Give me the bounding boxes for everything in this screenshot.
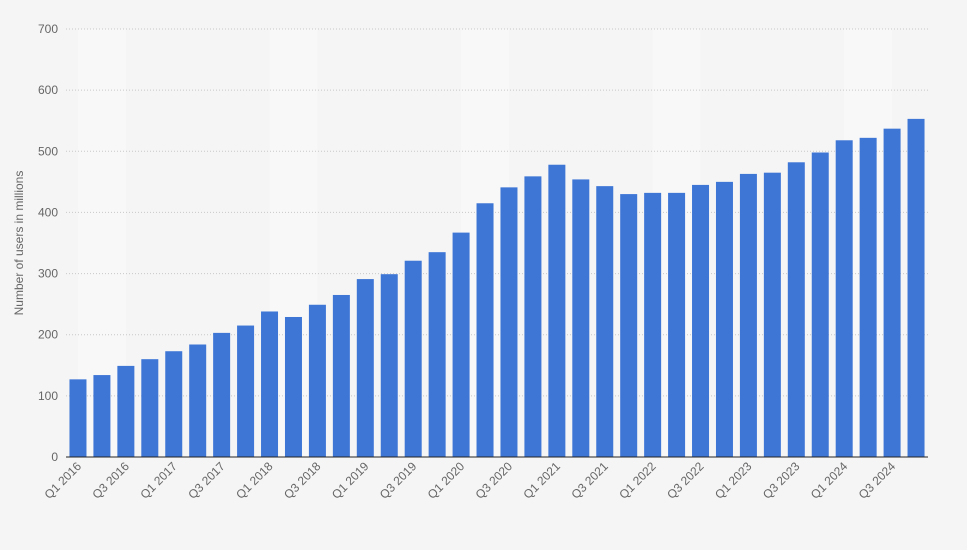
bar[interactable] bbox=[428, 252, 446, 457]
bar[interactable] bbox=[787, 162, 805, 457]
bar[interactable] bbox=[404, 260, 422, 457]
x-tick-label: Q1 2019 bbox=[329, 459, 372, 502]
bar[interactable] bbox=[356, 279, 374, 457]
bar[interactable] bbox=[883, 128, 901, 458]
y-tick-label: 200 bbox=[38, 328, 58, 342]
y-tick-labels: 0 100 200 300 400 500 600 700 bbox=[38, 22, 58, 464]
x-tick-label: Q3 2018 bbox=[281, 459, 324, 502]
bar[interactable] bbox=[811, 152, 829, 457]
x-tick-label: Q1 2022 bbox=[616, 459, 659, 502]
x-tick-label: Q1 2023 bbox=[712, 459, 755, 502]
x-tick-label: Q1 2020 bbox=[425, 459, 468, 502]
bar[interactable] bbox=[93, 375, 111, 457]
x-tick-label: Q3 2017 bbox=[185, 459, 228, 502]
bar[interactable] bbox=[620, 194, 638, 458]
x-tick-labels: Q1 2016 Q3 2016 Q1 2017 Q3 2017 Q1 2018 Q3 20… bbox=[42, 459, 899, 502]
x-tick-label: Q3 2024 bbox=[856, 459, 899, 502]
bar[interactable] bbox=[332, 294, 350, 457]
bar[interactable] bbox=[261, 311, 279, 457]
bar[interactable] bbox=[548, 164, 566, 458]
x-tick-label: Q3 2021 bbox=[568, 459, 611, 502]
bar[interactable] bbox=[596, 186, 614, 457]
bar[interactable] bbox=[308, 304, 326, 457]
y-tick-label: 400 bbox=[38, 205, 58, 219]
x-tick-label: Q1 2021 bbox=[521, 459, 564, 502]
bar[interactable] bbox=[452, 232, 470, 457]
bar[interactable] bbox=[835, 140, 853, 457]
bar[interactable] bbox=[644, 192, 662, 457]
bar[interactable] bbox=[284, 316, 302, 457]
bar[interactable] bbox=[476, 203, 494, 457]
x-tick-label: Q3 2020 bbox=[473, 459, 516, 502]
y-tick-label: 100 bbox=[38, 389, 58, 403]
bar[interactable] bbox=[69, 379, 87, 457]
x-tick-label: Q3 2016 bbox=[90, 459, 133, 502]
y-tick-label: 300 bbox=[38, 267, 58, 281]
y-tick-label: 500 bbox=[38, 144, 58, 158]
bar[interactable] bbox=[859, 137, 877, 457]
bar[interactable] bbox=[668, 192, 686, 457]
bar[interactable] bbox=[117, 365, 135, 457]
bar[interactable] bbox=[907, 118, 925, 457]
bar[interactable] bbox=[739, 173, 757, 457]
bar[interactable] bbox=[763, 172, 781, 457]
bar[interactable] bbox=[715, 181, 733, 457]
bar[interactable] bbox=[141, 359, 159, 457]
bars bbox=[69, 118, 925, 458]
x-tick-label: Q1 2016 bbox=[42, 459, 85, 502]
y-tick-label: 600 bbox=[38, 83, 58, 97]
bar[interactable] bbox=[189, 344, 207, 457]
x-tick-label: Q3 2023 bbox=[760, 459, 803, 502]
bar[interactable] bbox=[213, 332, 231, 457]
y-tick-label: 700 bbox=[38, 22, 58, 36]
bar[interactable] bbox=[165, 351, 183, 457]
bar[interactable] bbox=[692, 184, 710, 457]
y-axis-title: Number of users in millions bbox=[12, 171, 26, 316]
bar[interactable] bbox=[572, 179, 590, 457]
bar[interactable] bbox=[524, 176, 542, 457]
y-tick-label: 0 bbox=[51, 450, 58, 464]
x-tick-label: Q1 2017 bbox=[137, 459, 180, 502]
x-tick-label: Q1 2018 bbox=[233, 459, 276, 502]
x-tick-label: Q3 2022 bbox=[664, 459, 707, 502]
bar[interactable] bbox=[380, 274, 398, 457]
x-tick-label: Q3 2019 bbox=[377, 459, 420, 502]
bar[interactable] bbox=[237, 325, 255, 457]
x-tick-label: Q1 2024 bbox=[808, 459, 851, 502]
bar[interactable] bbox=[500, 187, 518, 458]
